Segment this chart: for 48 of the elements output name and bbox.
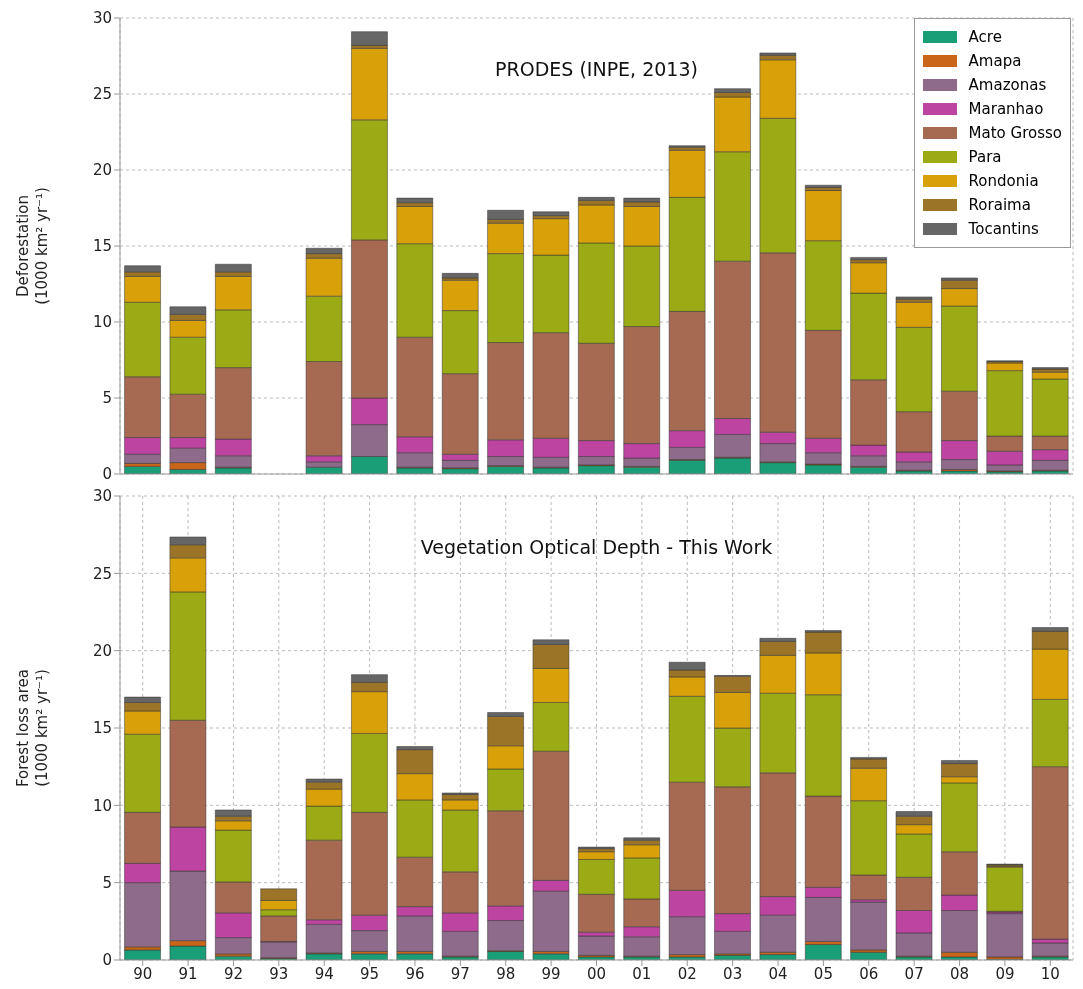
text: Vegetation Optical Depth - This Work <box>419 536 774 558</box>
x-tick-label: 03 <box>723 964 743 983</box>
y-axis-title: Deforestation (1000 km² yr⁻¹) <box>14 187 52 305</box>
x-tick-label: 96 <box>405 964 425 983</box>
x-tick-label: 09 <box>995 964 1015 983</box>
x-tick-label: 01 <box>632 964 652 983</box>
y-tick-label: 30 <box>92 9 112 28</box>
y-tick-label: 10 <box>92 313 112 332</box>
x-tick-label: 04 <box>768 964 788 983</box>
y-tick-label: 5 <box>102 873 112 892</box>
legend-label: Roraima <box>968 196 1031 214</box>
x-tick-label: 05 <box>813 964 833 983</box>
x-tick-label: 10 <box>1040 964 1060 983</box>
legend-label: Rondonia <box>968 172 1039 190</box>
legend-label: Amapa <box>968 52 1022 70</box>
x-tick-label: 92 <box>223 964 243 983</box>
legend-label: Maranhao <box>968 100 1044 118</box>
y-tick-label: 10 <box>92 796 112 815</box>
x-tick-label: 90 <box>133 964 153 983</box>
y-tick-label: 5 <box>102 389 112 408</box>
x-tick-label: 00 <box>586 964 607 983</box>
x-tick-label: 94 <box>314 964 334 983</box>
x-tick-label: 97 <box>450 964 470 983</box>
x-tick-label: 02 <box>677 964 697 983</box>
y-axis-title: Forest loss area (1000 km² yr⁻¹) <box>14 669 52 787</box>
x-tick-label: 93 <box>269 964 289 983</box>
x-tick-label: 99 <box>541 964 561 983</box>
x-tick-label: 06 <box>859 964 879 983</box>
y-tick-label: 15 <box>92 237 112 256</box>
legend-label: Mato Grosso <box>968 124 1062 142</box>
x-tick-label: 98 <box>496 964 516 983</box>
text: PRODES (INPE, 2013) <box>495 58 698 80</box>
legend-label: Para <box>968 148 1002 166</box>
x-tick-label: 91 <box>178 964 198 983</box>
y-tick-label: 25 <box>92 564 112 583</box>
y-tick-label: 20 <box>92 641 112 660</box>
legend-label: Tocantins <box>968 220 1039 238</box>
legend-label: Acre <box>968 28 1002 46</box>
y-tick-label: 25 <box>92 85 112 104</box>
x-tick-label: 07 <box>904 964 924 983</box>
legend-label: Amazonas <box>968 76 1047 94</box>
x-tick-label: 08 <box>950 964 970 983</box>
y-tick-label: 0 <box>102 465 112 484</box>
y-tick-label: 0 <box>102 951 112 970</box>
x-tick-label: 95 <box>360 964 380 983</box>
y-tick-label: 30 <box>92 487 112 506</box>
y-tick-label: 15 <box>92 719 112 738</box>
y-tick-label: 20 <box>92 161 112 180</box>
